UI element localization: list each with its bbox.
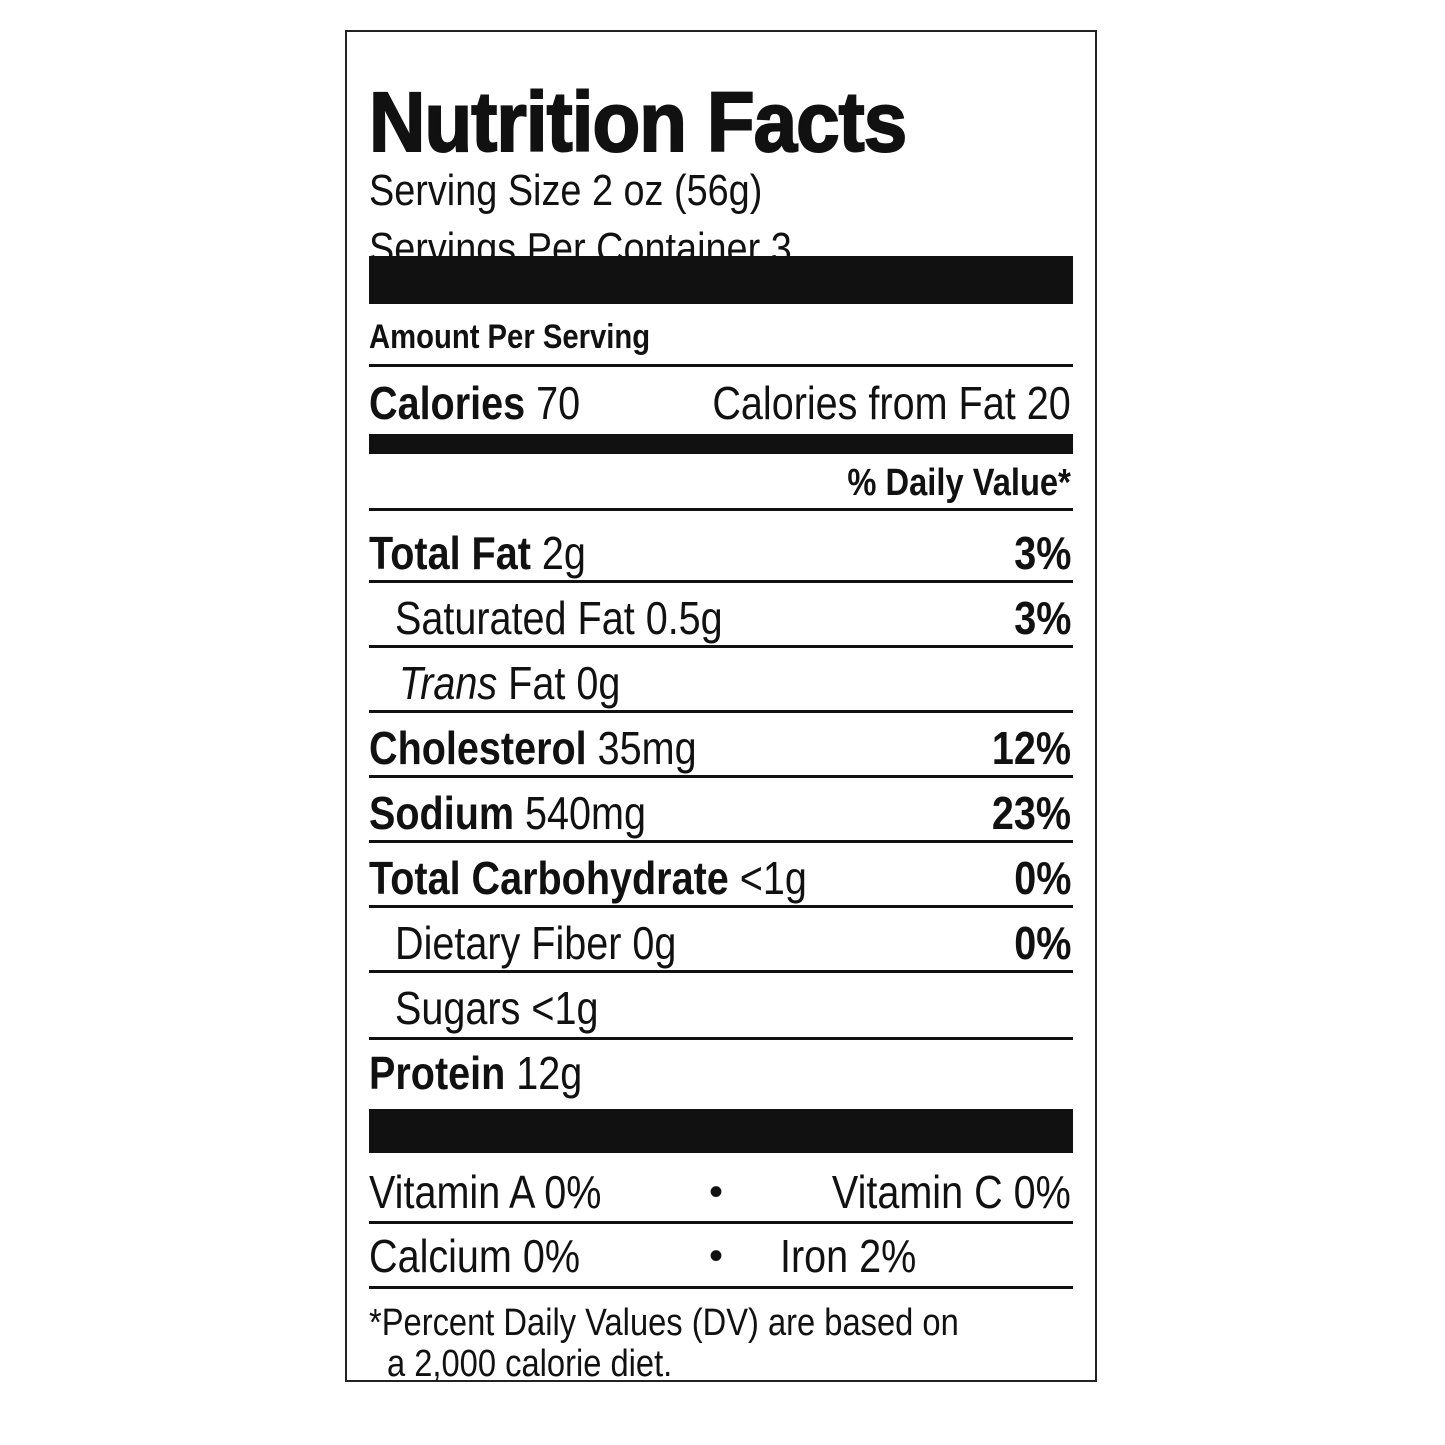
divider <box>369 710 1073 713</box>
divider <box>369 580 1073 583</box>
footnote-line-1: *Percent Daily Values (DV) are based on <box>369 1302 959 1344</box>
divider <box>369 1221 1073 1224</box>
divider <box>369 1286 1073 1289</box>
dv-saturated-fat: 3% <box>1013 592 1071 644</box>
title: Nutrition Facts <box>368 75 908 169</box>
calories-label: Calories <box>369 377 526 429</box>
nutrient-total-carbohydrate: Total Carbohydrate <1g <box>369 852 807 904</box>
dv-cholesterol: 12% <box>991 722 1071 774</box>
nutrient-trans-fat: Trans Fat 0g <box>399 657 621 709</box>
calories-value: 70 <box>536 377 581 429</box>
amount-per-serving: Amount Per Serving <box>369 318 651 356</box>
bullet: • <box>709 1170 724 1214</box>
nutrient-sugars: Sugars <1g <box>395 982 599 1034</box>
divider <box>369 840 1073 843</box>
thick-divider <box>369 1109 1073 1153</box>
divider <box>369 508 1073 511</box>
nutrient-protein: Protein 12g <box>369 1047 583 1099</box>
iron: Iron 2% <box>780 1230 917 1282</box>
dv-sodium: 23% <box>991 787 1071 839</box>
thick-divider <box>369 256 1073 304</box>
nutrition-facts-label: Nutrition Facts Serving Size 2 oz (56g) … <box>345 30 1097 1385</box>
dv-dietary-fiber: 0% <box>1013 917 1071 969</box>
calcium: Calcium 0% <box>369 1230 581 1282</box>
divider <box>369 364 1073 367</box>
divider <box>369 905 1073 908</box>
footnote-line-2: a 2,000 calorie diet. <box>387 1343 673 1385</box>
vitamin-a: Vitamin A 0% <box>369 1166 602 1218</box>
calories-from-fat: Calories from Fat 20 <box>712 377 1071 429</box>
nutrient-saturated-fat: Saturated Fat 0.5g <box>395 592 723 644</box>
vitamin-c: Vitamin C 0% <box>832 1166 1071 1218</box>
bullet: • <box>709 1234 724 1278</box>
nutrient-sodium: Sodium 540mg <box>369 787 647 839</box>
daily-value-header: % Daily Value* <box>847 462 1071 504</box>
divider <box>369 645 1073 648</box>
nutrient-total-fat: Total Fat 2g <box>369 527 586 579</box>
nutrient-cholesterol: Cholesterol 35mg <box>369 722 697 774</box>
calories-row: Calories 70 <box>369 380 580 426</box>
serving-size: Serving Size 2 oz (56g) <box>369 166 763 215</box>
dv-total-carbohydrate: 0% <box>1013 852 1071 904</box>
divider <box>369 1037 1073 1040</box>
divider <box>369 775 1073 778</box>
divider <box>369 970 1073 973</box>
dv-total-fat: 3% <box>1013 527 1071 579</box>
medium-divider <box>369 434 1073 454</box>
nutrient-dietary-fiber: Dietary Fiber 0g <box>395 917 677 969</box>
